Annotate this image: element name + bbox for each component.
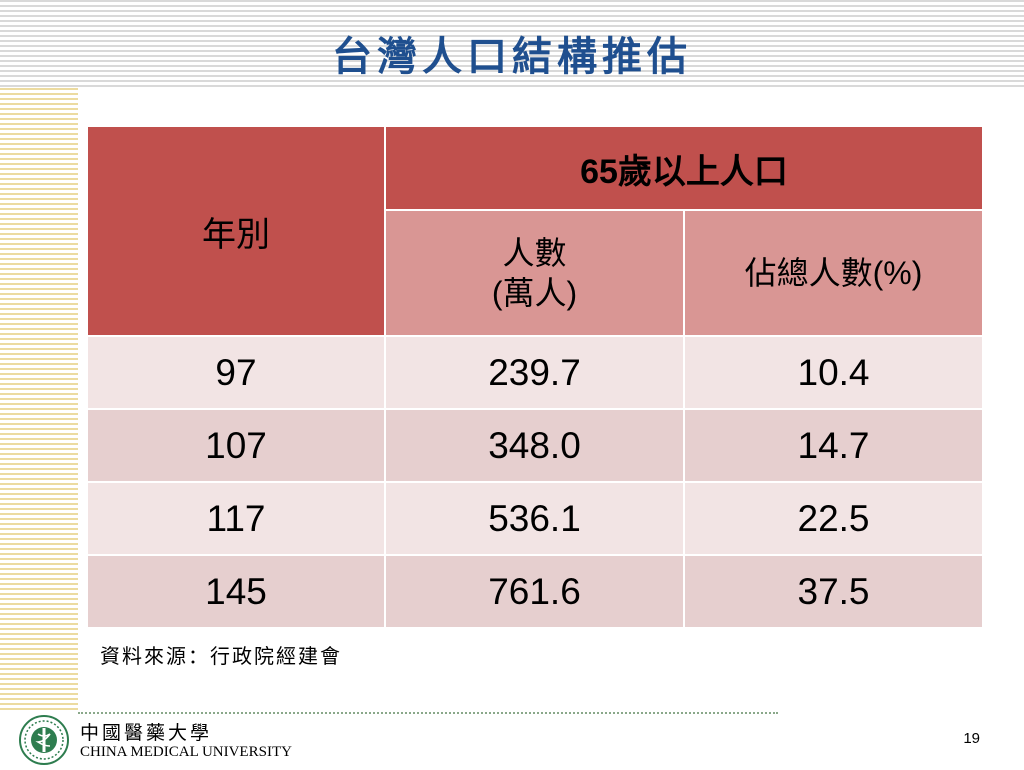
left-stripe-decoration <box>0 88 78 710</box>
table-row: 97 239.7 10.4 <box>86 335 985 410</box>
table-row: 145 761.6 37.5 <box>86 554 985 629</box>
table-row: 107 348.0 14.7 <box>86 408 985 483</box>
cell-year: 107 <box>86 408 386 483</box>
header-year: 年別 <box>86 125 386 337</box>
cell-count: 536.1 <box>384 481 685 556</box>
header-count: 人數 (萬人) <box>384 209 685 337</box>
university-logo-icon <box>18 714 70 766</box>
header-65-plus: 65歲以上人口 <box>383 125 985 211</box>
cell-count: 761.6 <box>384 554 685 629</box>
table-header-row-2: 人數 (萬人) 佔總人數(%) <box>87 209 985 337</box>
university-name-english: CHINA MEDICAL UNIVERSITY <box>80 744 292 760</box>
footer-divider <box>78 712 778 714</box>
university-name-chinese: 中國醫藥大學 <box>80 722 213 744</box>
header-65-text: 歲以上人口 <box>617 151 788 192</box>
header-count-line1: 人數 <box>502 234 567 272</box>
table-header-row-1: 年別 65歲以上人口 <box>86 125 985 337</box>
cell-count: 239.7 <box>384 335 685 410</box>
slide-title: 台灣人口結構推估 <box>332 33 692 80</box>
cell-percent: 37.5 <box>682 554 985 629</box>
header-percent: 佔總人數(%) <box>682 209 985 337</box>
cell-percent: 14.7 <box>682 408 985 483</box>
cell-count: 348.0 <box>384 408 685 483</box>
header-count-line2: (萬人) <box>491 274 578 312</box>
top-stripe-decoration <box>0 0 1024 88</box>
page-number: 19 <box>963 730 980 747</box>
cell-year: 117 <box>86 481 386 556</box>
header-65-num: 65 <box>580 152 618 191</box>
table-row: 117 536.1 22.5 <box>86 481 985 556</box>
population-table: 年別 65歲以上人口 人數 (萬人) 佔總人數(%) 97 239.7 10.4… <box>86 125 985 629</box>
cell-year: 97 <box>86 335 386 410</box>
cell-percent: 22.5 <box>682 481 985 556</box>
source-note: 資料來源：行政院經建會 <box>100 644 342 668</box>
cell-year: 145 <box>86 554 386 629</box>
cell-percent: 10.4 <box>682 335 985 410</box>
